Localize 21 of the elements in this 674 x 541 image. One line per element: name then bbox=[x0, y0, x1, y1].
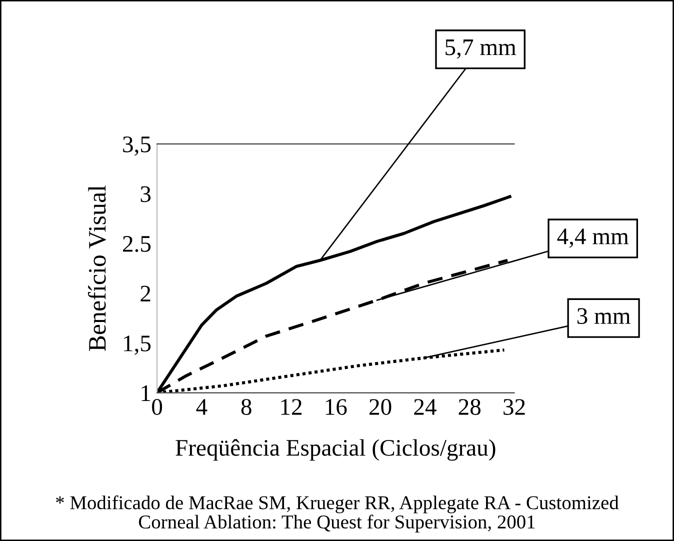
y-tick-label: 2.5 bbox=[123, 236, 151, 252]
annotation: 4,4 mm bbox=[557, 228, 629, 248]
y-tick-label: 2 bbox=[140, 286, 150, 302]
text: * Modificado de MacRae SM, Krueger RR, Applegate RA - Customized Corneal Ablation: The Quest for Supervision, 2001 bbox=[56, 495, 619, 532]
x-tick-label: 4 bbox=[196, 399, 208, 415]
x-tick-label: 24 bbox=[414, 399, 436, 415]
x-tick-label: 20 bbox=[370, 399, 392, 415]
annotation: 3 mm bbox=[577, 308, 630, 324]
y-tick-label: 1 bbox=[142, 385, 150, 401]
x-tick-label: 32 bbox=[504, 399, 525, 415]
y-tick-label: 3 bbox=[140, 186, 151, 202]
x-tick-label: 8 bbox=[241, 399, 252, 415]
y-axis-title: Benefício Visual bbox=[88, 185, 106, 351]
x-tick-label: 0 bbox=[152, 399, 162, 415]
y-tick-label: 1,5 bbox=[124, 336, 151, 355]
annotation: 5,7 mm bbox=[446, 40, 516, 59]
x-axis-title: Freqüência Espacial (Ciclos/grau) bbox=[176, 439, 496, 461]
x-tick-label: 28 bbox=[458, 399, 481, 415]
y-tick-label: 3,5 bbox=[123, 136, 151, 156]
x-tick-label: 16 bbox=[326, 399, 347, 415]
x-tick-label: 12 bbox=[281, 399, 302, 415]
